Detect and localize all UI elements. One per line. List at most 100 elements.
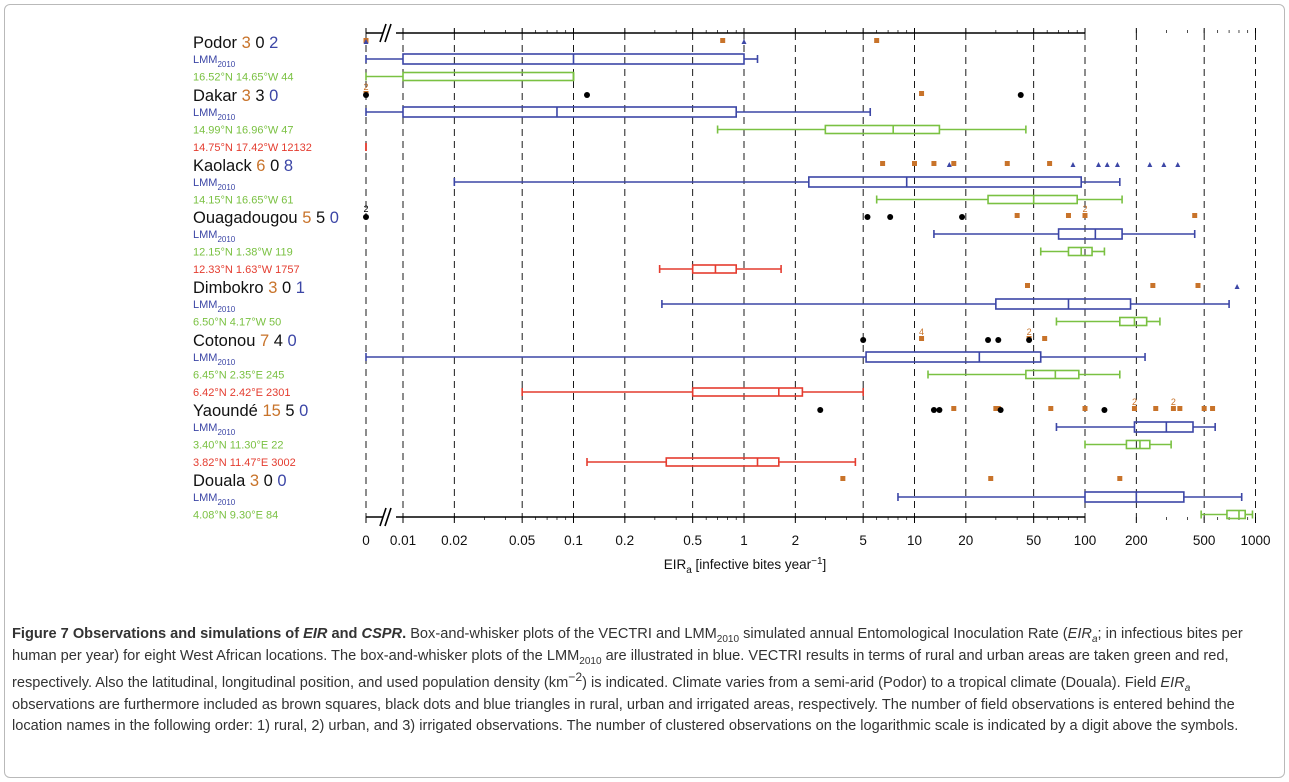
row-label-rural: 16.52°N 14.65°W 44: [193, 72, 294, 84]
row-label-lmm: LMM2010: [193, 352, 236, 367]
obs-rural-square: [988, 476, 994, 481]
obs-rural-square: [919, 91, 925, 96]
obs-rural-square: [919, 336, 925, 341]
obs-rural-square: [1195, 283, 1201, 288]
obs-rural-square: [720, 38, 726, 43]
obs-urban-dot: [584, 92, 591, 98]
box-plot-chart: 0 0.01 0.02 0.05 0.1 0.2 0.5 1 2 5 10 20 50 100 200 500…: [193, 23, 1271, 576]
row-label-rural: 12.15°N 1.38°W 119: [193, 247, 293, 259]
obs-rural-square: [1047, 161, 1053, 166]
axis-break-mark: [379, 507, 387, 527]
obs-rural-square: [1082, 213, 1088, 218]
iqr-box: [1133, 421, 1194, 433]
row-label-rural: 6.50°N 4.17°W 50: [193, 317, 281, 329]
location-7: Douala 3 0 0 LMM2010 4.08°N 9.30°E 84: [193, 472, 1254, 522]
obs-rural-square: [951, 161, 957, 166]
obs-cluster-count: 4: [919, 327, 924, 337]
obs-cluster-count: 2: [1027, 327, 1032, 337]
obs-cluster-count: 2: [1132, 397, 1137, 407]
obs-urban-dot: [959, 214, 966, 220]
location-name: Dimbokro 3 0 1: [193, 279, 305, 297]
row-label-lmm: LMM2010: [193, 177, 236, 192]
obs-rural-square: [1170, 406, 1176, 411]
obs-urban-dot: [1101, 407, 1108, 413]
obs-rural-square: [1153, 406, 1159, 411]
iqr-box: [1057, 228, 1123, 240]
x-tick-label: 1: [740, 533, 748, 548]
caption-label: Figure 7: [12, 626, 69, 642]
row-label-lmm: LMM2010: [193, 107, 236, 122]
location-name: Ouagadougou 5 5 0: [193, 209, 339, 227]
figure-frame: [4, 4, 1285, 778]
obs-irrigated-triangle: [1070, 162, 1076, 167]
x-tick-label: 100: [1074, 533, 1097, 548]
x-tick-label: 20: [958, 533, 973, 548]
obs-cluster-count: 2: [363, 82, 368, 92]
location-5: Cotonou 7 4 0 4 2 LMM2010 6.45°N 2.35°E 245 6…: [193, 327, 1146, 399]
obs-irrigated-triangle: [1161, 162, 1167, 167]
obs-urban-dot: [997, 407, 1004, 413]
x-tick-label: 2: [792, 533, 800, 548]
obs-rural-square: [1177, 406, 1183, 411]
obs-rural-square: [1004, 161, 1010, 166]
row-label-urban: 6.42°N 2.42°E 2301: [193, 387, 290, 399]
x-tick-label: 10: [907, 533, 922, 548]
row-label-urban: 14.75°N 17.42°W 12132: [193, 142, 312, 154]
obs-rural-square: [1065, 213, 1071, 218]
x-tick-label: 5: [859, 533, 867, 548]
obs-cluster-count: 2: [363, 204, 368, 214]
obs-rural-square: [951, 406, 957, 411]
obs-rural-square: [1082, 406, 1088, 411]
obs-irrigated-triangle: [741, 39, 747, 44]
iqr-box: [691, 264, 737, 274]
obs-rural-square: [1048, 406, 1054, 411]
obs-rural-square: [912, 161, 917, 166]
obs-urban-dot: [985, 337, 992, 343]
row-label-urban: 3.82°N 11.47°E 3002: [193, 457, 296, 469]
iqr-box: [808, 176, 1083, 188]
obs-irrigated-triangle: [1175, 162, 1181, 167]
row-label-rural: 6.45°N 2.35°E 245: [193, 370, 284, 382]
obs-rural-square: [1042, 336, 1048, 341]
x-tick-label: 0.05: [509, 533, 535, 548]
row-label-lmm: LMM2010: [193, 54, 236, 69]
iqr-box: [1125, 439, 1151, 450]
obs-irrigated-triangle: [363, 39, 369, 44]
iqr-box: [865, 351, 1042, 363]
row-label-rural: 4.08°N 9.30°E 84: [193, 510, 278, 522]
row-label-lmm: LMM2010: [193, 422, 236, 437]
obs-rural-square: [1201, 406, 1207, 411]
figure-caption: Figure 7 Observations and simulations of…: [12, 624, 1270, 738]
iqr-box: [1226, 509, 1246, 520]
row-label-rural: 14.99°N 16.96°W 47: [193, 125, 294, 137]
location-2: Kaolack 6 0 8 LMM2010 14.15°N 16.65°W 61: [193, 157, 1181, 207]
location-name: Dakar 3 3 0: [193, 87, 278, 105]
iqr-box: [1119, 316, 1148, 327]
obs-urban-dot: [930, 407, 937, 413]
row-label-rural: 14.15°N 16.65°W 61: [193, 195, 294, 207]
obs-irrigated-triangle: [946, 162, 952, 167]
obs-urban-dot: [1017, 92, 1024, 98]
obs-urban-dot: [864, 214, 871, 220]
obs-cluster-count: 2: [1171, 397, 1176, 407]
obs-urban-dot: [363, 214, 369, 220]
obs-irrigated-triangle: [1234, 284, 1240, 289]
iqr-box: [665, 457, 780, 467]
row-label-lmm: LMM2010: [193, 229, 236, 244]
obs-rural-square: [931, 161, 937, 166]
iqr-box: [1084, 491, 1185, 503]
iqr-box: [987, 194, 1078, 205]
location-0: Podor 3 0 2 LMM2010 16.52°N 14.65°W 44: [193, 34, 880, 84]
obs-cluster-count: 2: [1082, 204, 1087, 214]
iqr-box: [402, 106, 737, 118]
obs-urban-dot: [817, 407, 824, 413]
axis-break-mark: [379, 23, 387, 43]
location-name: Yaoundé 15 5 0: [193, 402, 308, 420]
obs-rural-square: [1014, 213, 1020, 218]
row-label-lmm: LMM2010: [193, 299, 236, 314]
plot-area: 0 0.01 0.02 0.05 0.1 0.2 0.5 1 2 5 10 20 50 100 200 500…: [362, 23, 1271, 576]
x-tick-label: 0.2: [615, 533, 634, 548]
axis-break-mark: [384, 23, 392, 43]
axis-break-mark: [384, 507, 392, 527]
iqr-box: [402, 71, 575, 82]
